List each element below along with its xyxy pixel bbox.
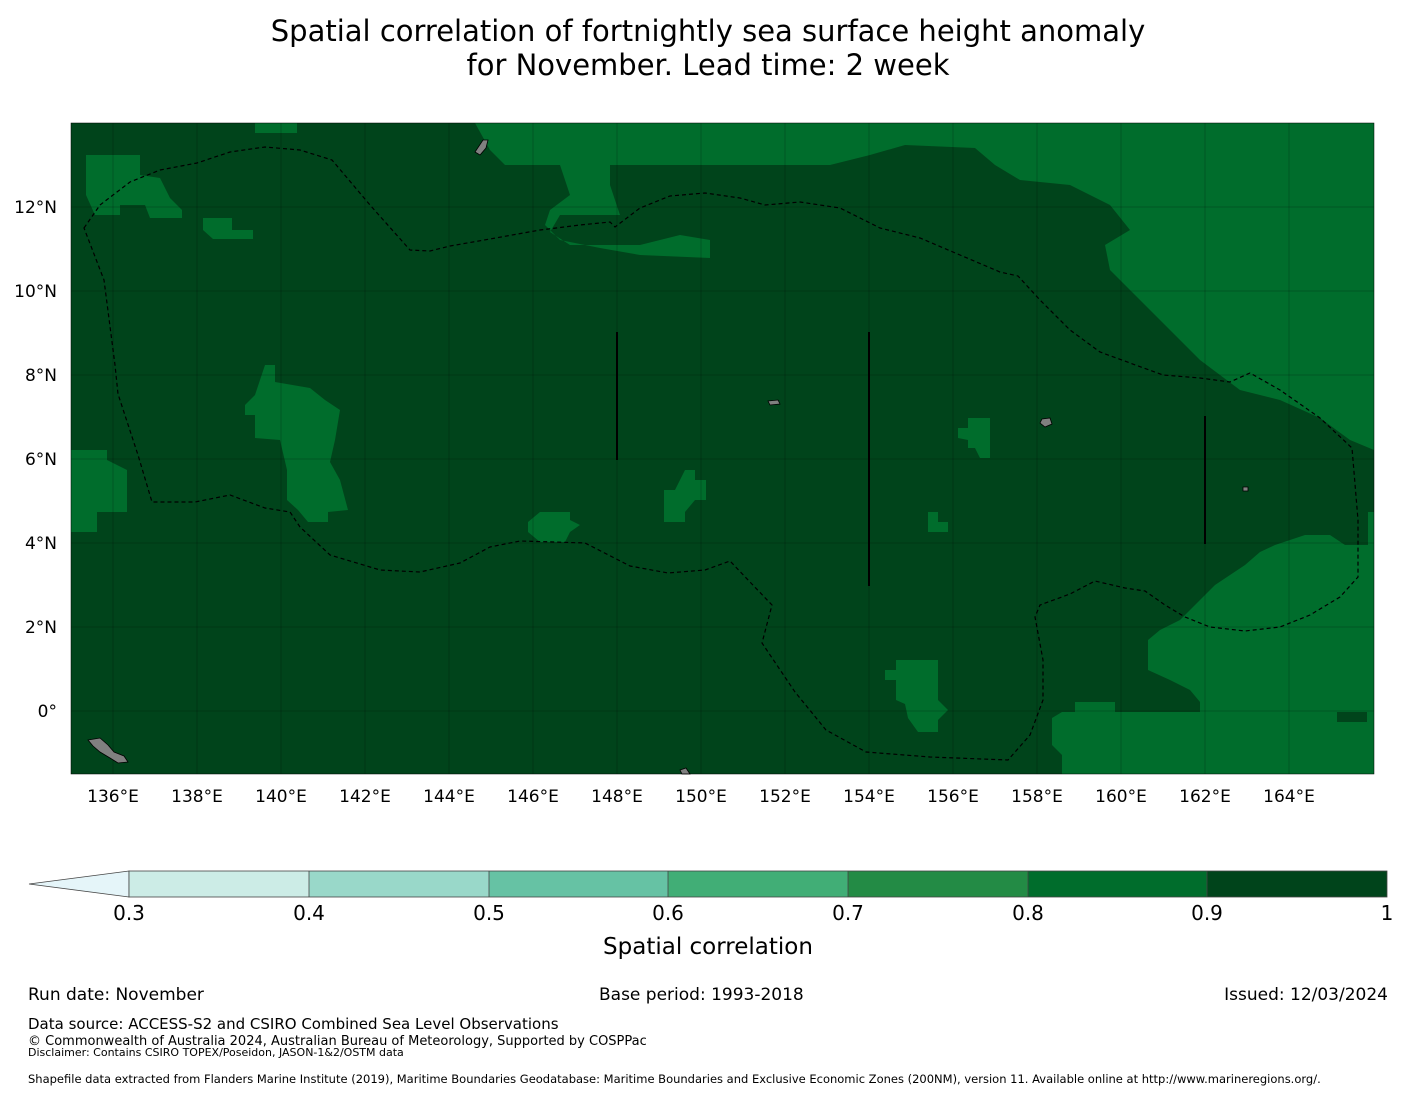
colorbar-extend-arrow: [28, 870, 130, 898]
island-kosrae: [1242, 486, 1249, 492]
region-west-edge: [71, 450, 127, 532]
island-guam: [474, 139, 489, 156]
lat-tick-label: 6°N: [25, 450, 57, 470]
lon-tick-label: 138°E: [171, 787, 223, 807]
region-southeast: [1052, 512, 1374, 774]
colorbar-tick-label: 0.4: [293, 901, 325, 925]
title-line-1: Spatial correlation of fortnightly sea s…: [270, 14, 1146, 48]
shapefile-credit: Shapefile data extracted from Flanders M…: [28, 1072, 1321, 1086]
island-chuuk: [767, 399, 781, 406]
region-small-north: [203, 218, 253, 239]
lon-tick-label: 154°E: [843, 787, 895, 807]
lon-tick-labels: 136°E 138°E 140°E 142°E 144°E 146°E 148°…: [87, 787, 1315, 807]
lon-tick-label: 160°E: [1095, 787, 1147, 807]
colorbar-tick-label: 0.9: [1191, 901, 1223, 925]
colorbar-segment: [1207, 871, 1387, 897]
region-northwest: [86, 155, 182, 218]
region-top-strip: [255, 123, 297, 133]
region-west-central: [245, 365, 348, 522]
colorbar-tick-label: 0.6: [652, 901, 684, 925]
map-panel: [70, 122, 1375, 775]
data-source: Data source: ACCESS-S2 and CSIRO Combine…: [28, 1015, 559, 1033]
lon-tick-label: 156°E: [927, 787, 979, 807]
lon-tick-label: 136°E: [87, 787, 139, 807]
colorbar-tick-label: 0.3: [113, 901, 145, 925]
boundary-lines: [616, 332, 1206, 586]
lon-tick-label: 150°E: [675, 787, 727, 807]
lon-tick-label: 148°E: [591, 787, 643, 807]
lon-tick-label: 162°E: [1179, 787, 1231, 807]
map-frame: [70, 122, 1375, 775]
lon-tick-label: 146°E: [507, 787, 559, 807]
run-date: Run date: November: [28, 985, 204, 1005]
colorbar-segment: [1028, 871, 1207, 897]
colorbar-segment: [668, 871, 848, 897]
lat-tick-label: 0°: [38, 702, 57, 722]
colorbar-segment: [489, 871, 668, 897]
region-north-central: [475, 123, 1374, 450]
lon-tick-label: 152°E: [759, 787, 811, 807]
region-south-central: [885, 660, 948, 732]
issued-date: Issued: 12/03/2024: [1224, 985, 1388, 1005]
lat-tick-labels: 12°N 10°N 8°N 6°N 4°N 2°N 0°: [14, 198, 57, 722]
colorbar-frame: [128, 870, 1388, 898]
region-east-small: [958, 418, 990, 458]
lat-tick-label: 2°N: [25, 618, 57, 638]
colorbar-tick-label: 0.5: [473, 901, 505, 925]
island-pohnpei: [1039, 417, 1053, 428]
island-new-guinea-coast: [87, 737, 129, 764]
colorbar-segment: [848, 871, 1028, 897]
colorbar-tick-label: 0.8: [1012, 901, 1044, 925]
title-line-2: for November. Lead time: 2 week: [466, 48, 950, 82]
colorbar-label: Spatial correlation: [603, 934, 813, 960]
lon-tick-label: 164°E: [1263, 787, 1315, 807]
lon-tick-label: 158°E: [1011, 787, 1063, 807]
chart-title: Spatial correlation of fortnightly sea s…: [0, 14, 1416, 82]
colorbar: 0.3 0.4 0.5 0.6 0.7 0.8 0.9 1 Spatial co…: [28, 870, 1394, 960]
colorbar-tick-label: 1: [1381, 901, 1394, 925]
lon-tick-label: 144°E: [423, 787, 475, 807]
colorbar-segment: [309, 871, 489, 897]
colorbar-tick-label: 0.7: [832, 901, 864, 925]
lat-tick-label: 12°N: [14, 198, 57, 218]
graticule: [71, 123, 1374, 774]
lon-tick-label: 140°E: [255, 787, 307, 807]
land-masses: [87, 139, 1249, 775]
lon-tick-label: 142°E: [339, 787, 391, 807]
base-period: Base period: 1993-2018: [599, 985, 804, 1005]
disclaimer: Disclaimer: Contains CSIRO TOPEX/Poseido…: [28, 1046, 404, 1059]
correlation-band-0-8-0-9: [71, 123, 1374, 774]
region-east-patch: [664, 470, 706, 522]
region-mid-patch: [528, 512, 580, 542]
lat-tick-label: 8°N: [25, 366, 57, 386]
copyright: © Commonwealth of Australia 2024, Austra…: [28, 1034, 647, 1049]
lat-tick-label: 4°N: [25, 534, 57, 554]
eez-boundary: [83, 146, 1359, 761]
colorbar-segment: [129, 871, 309, 897]
lat-tick-label: 10°N: [14, 282, 57, 302]
dark-patch-southeast: [1337, 712, 1367, 722]
region-tiny: [928, 512, 948, 532]
